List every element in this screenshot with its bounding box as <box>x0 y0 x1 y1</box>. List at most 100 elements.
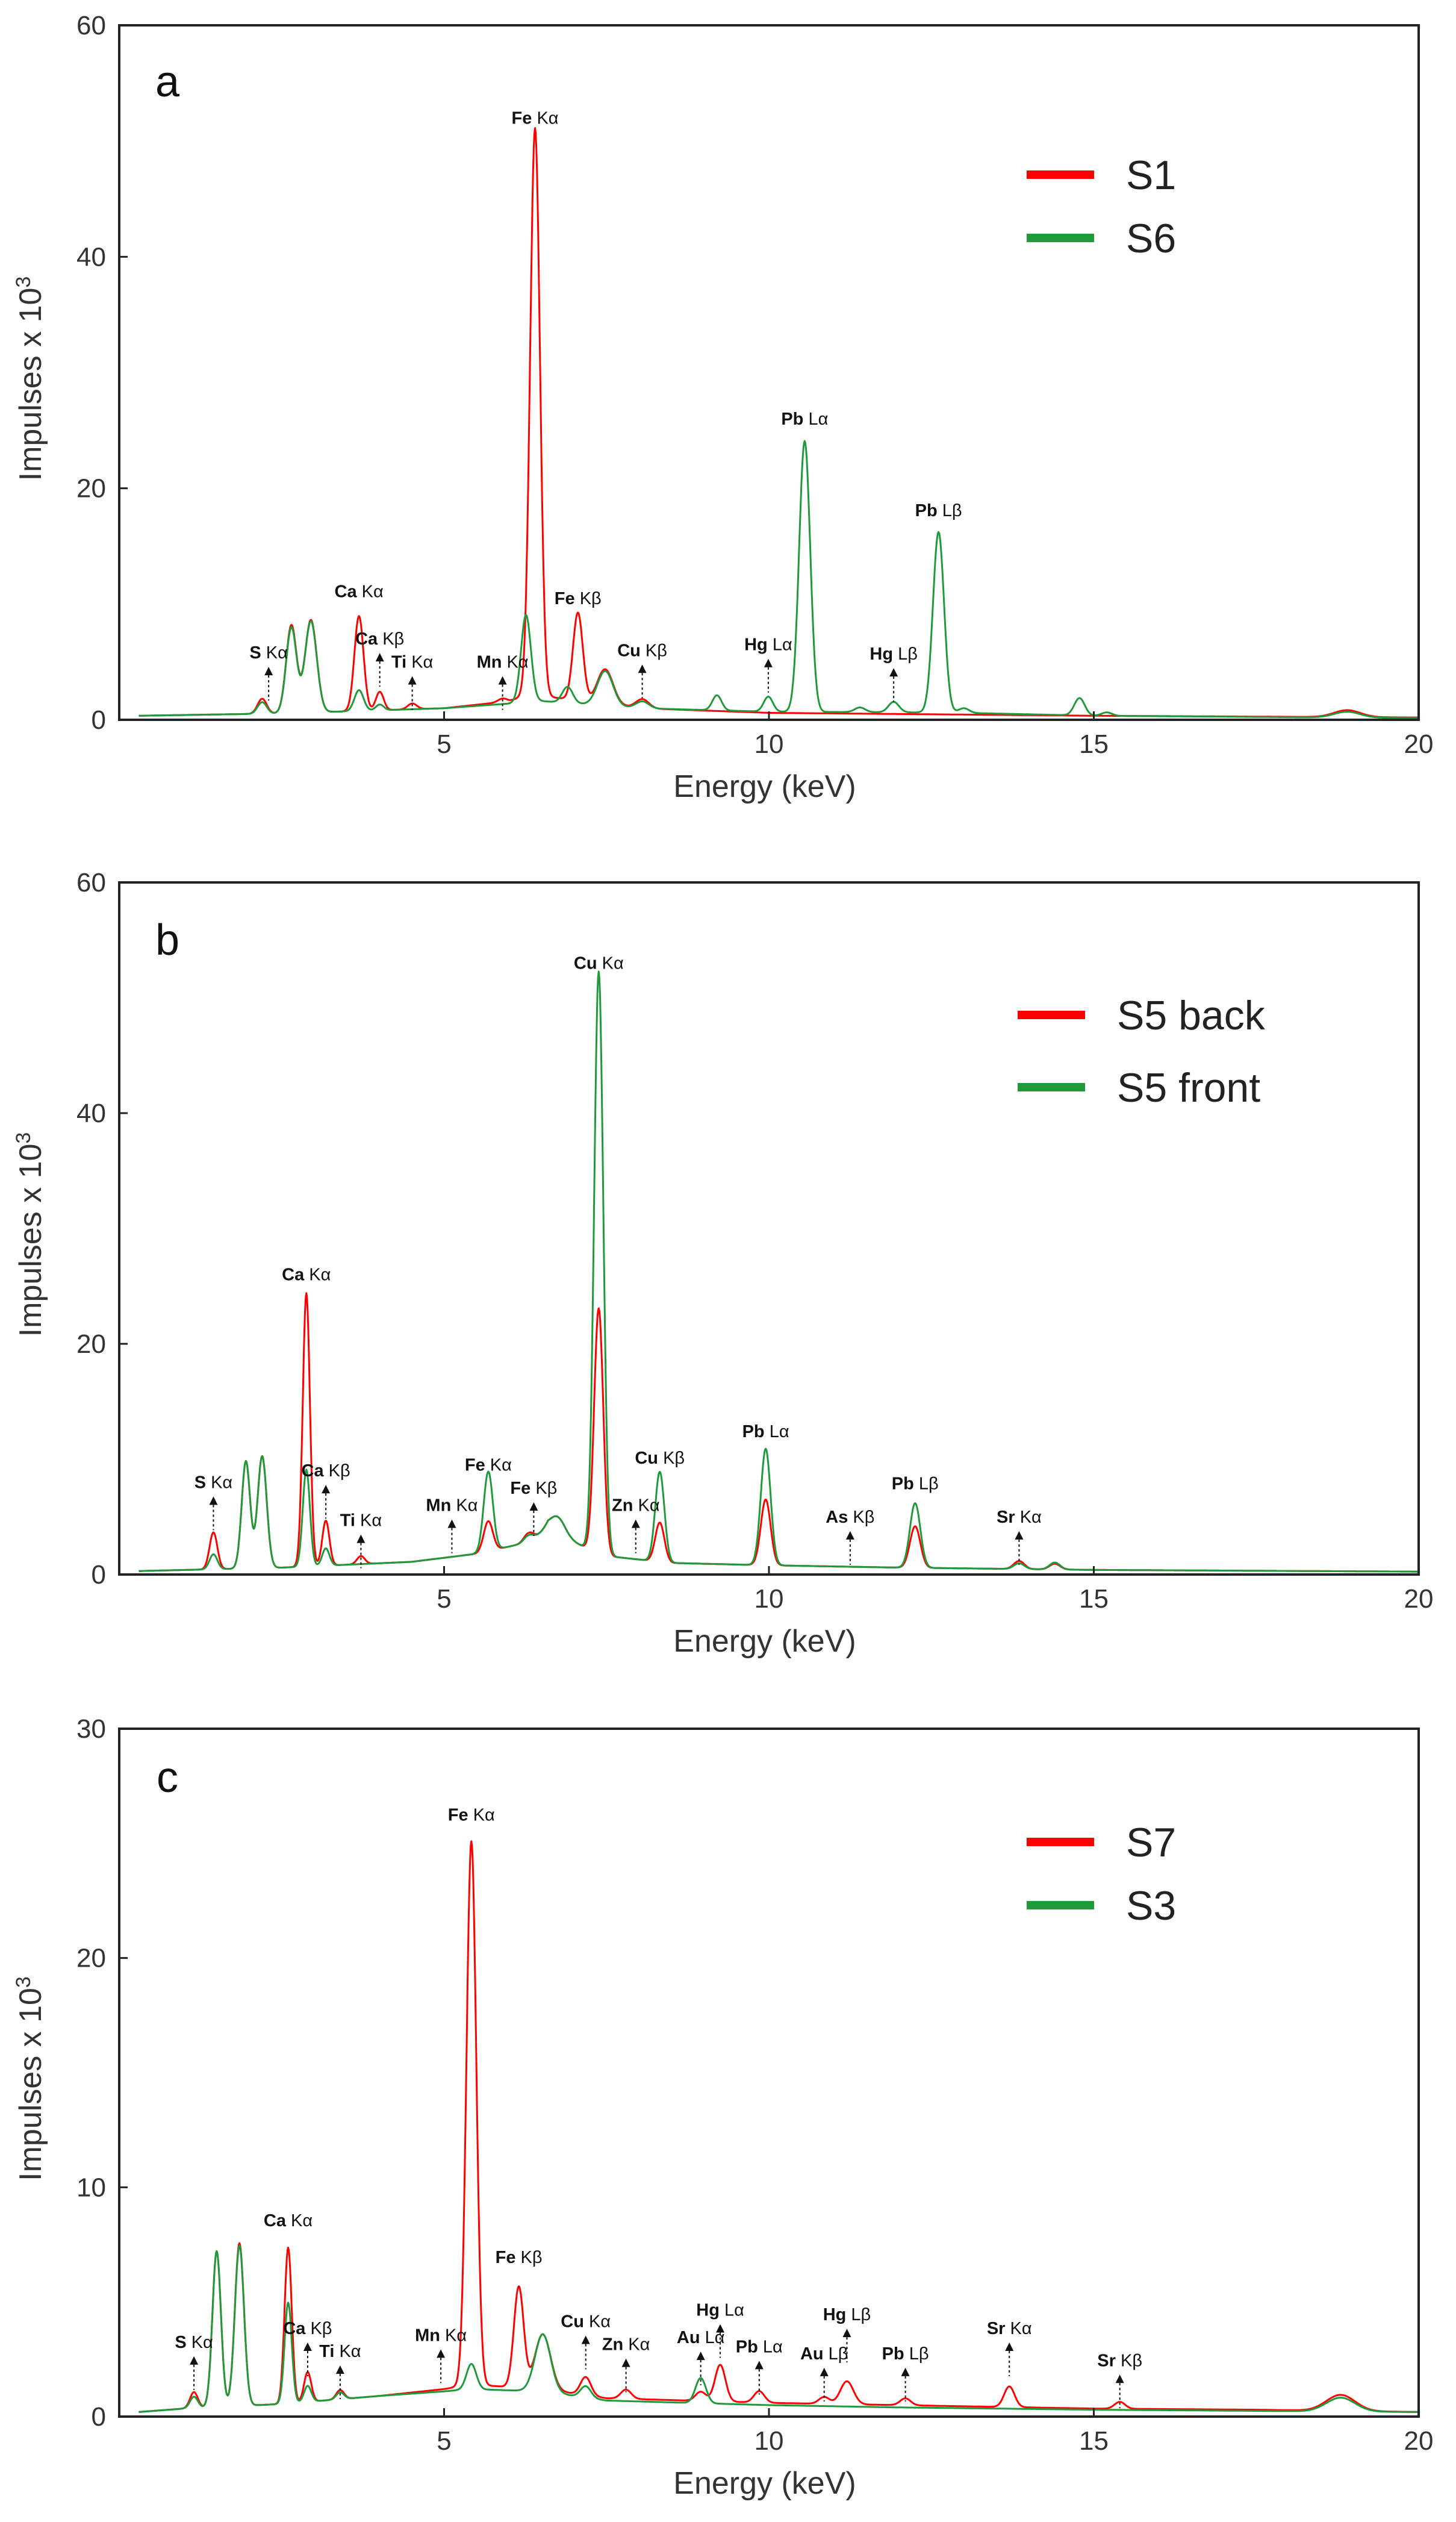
plot-frame <box>118 1728 1420 2418</box>
x-tick-label: 20 <box>1404 2426 1434 2456</box>
arrow-head <box>716 2324 725 2333</box>
peak-label: Ca Kα <box>264 2211 313 2230</box>
arrow-head <box>581 2335 590 2344</box>
peak-annotation: Cu Kβ <box>617 641 667 699</box>
series-line-s1 <box>138 127 1419 719</box>
arrow-head <box>1015 1531 1024 1540</box>
peak-label: S Kα <box>175 2333 213 2352</box>
peak-label: Mn Kα <box>477 653 529 672</box>
peak-annotation: Mn Kα <box>426 1496 478 1553</box>
arrow-head <box>335 2365 344 2374</box>
peak-annotation: Ti Kα <box>391 653 433 710</box>
peak-label: Ca Kβ <box>283 2319 332 2338</box>
chart-panel-c: 5 10 15 20 0 10 20 30 Energy (keV) Impulses x 103… <box>12 1714 1433 2501</box>
peak-annotation: Fe Kα <box>448 1805 495 1824</box>
peak-label: As Kβ <box>826 1508 874 1527</box>
legend: S5 back S5 front <box>1018 993 1266 1111</box>
peak-label: Fe Kβ <box>510 1479 557 1498</box>
arrow-head <box>264 667 273 676</box>
peak-annotation: Cu Kα <box>574 954 624 973</box>
arrow-head <box>303 2342 312 2351</box>
peak-annotation: Cu Kβ <box>635 1449 685 1468</box>
peak-label: Sr Kα <box>997 1508 1042 1527</box>
y-tick-label: 10 <box>76 2173 106 2202</box>
arrow-head <box>754 2361 764 2370</box>
legend-label: S7 <box>1126 1820 1176 1865</box>
peak-label: Cu Kβ <box>617 641 667 660</box>
peak-annotation: Au Lβ <box>800 2344 848 2402</box>
peak-annotation: Hg Lβ <box>870 645 918 702</box>
peak-annotation: Sr Kα <box>997 1508 1042 1565</box>
y-tick-label: 20 <box>76 1329 106 1359</box>
arrow-head <box>1005 2342 1014 2351</box>
peak-annotation: Ca Kβ <box>355 629 404 687</box>
peak-label: Sr Kβ <box>1097 2351 1142 2370</box>
peak-label: Cu Kβ <box>635 1449 685 1468</box>
legend-label: S3 <box>1126 1883 1176 1929</box>
arrow-head <box>621 2358 630 2367</box>
arrow-head <box>408 676 417 685</box>
peak-annotation: Ca Kβ <box>283 2319 332 2376</box>
x-tick-label: 5 <box>437 2426 451 2456</box>
peak-label: Pb Lα <box>736 2337 783 2356</box>
arrow-head <box>529 1502 538 1511</box>
peak-label: Zn Kα <box>612 1496 660 1515</box>
arrow-head <box>447 1519 456 1528</box>
series-line-s3 <box>138 2244 1419 2413</box>
peak-label: S Kα <box>194 1473 233 1492</box>
arrow-head <box>356 1534 366 1543</box>
x-tick-label: 5 <box>437 729 451 759</box>
series-line-s5-front <box>138 970 1419 1573</box>
x-axis-title: Energy (keV) <box>673 2466 856 2501</box>
panel-letter: a <box>155 58 180 106</box>
legend-label: S1 <box>1126 152 1176 198</box>
x-axis-title: Energy (keV) <box>673 1624 856 1659</box>
peak-annotation: Ca Kα <box>264 2211 313 2230</box>
peak-label: Fe Kα <box>465 1456 512 1475</box>
peak-annotation: Sr Kα <box>987 2319 1032 2376</box>
chart-panel-b: 5 10 15 20 0 20 40 60 Energy (keV) Impulses x 103… <box>12 868 1433 1659</box>
arrow-head <box>375 653 384 662</box>
peak-label: Hg Lα <box>744 635 792 655</box>
x-tick-label: 15 <box>1079 2426 1109 2456</box>
peak-annotation: Fe Kβ <box>555 589 602 608</box>
panel-letter: b <box>155 916 179 964</box>
x-axis-title: Energy (keV) <box>673 769 856 804</box>
peak-label: Hg Lβ <box>870 645 918 664</box>
peak-label: Fe Kα <box>448 1805 495 1824</box>
peak-annotation: Pb Lα <box>736 2337 783 2395</box>
arrow-head <box>845 1531 854 1540</box>
peak-label: Ca Kα <box>282 1266 331 1285</box>
peak-label: Fe Kβ <box>555 589 602 608</box>
peak-label: Mn Kα <box>426 1496 478 1515</box>
x-tick-label: 20 <box>1404 1584 1434 1614</box>
arrow-head <box>820 2367 829 2376</box>
peak-annotation: S Kα <box>175 2333 213 2390</box>
peak-label: Pb Lβ <box>915 501 962 520</box>
arrow-head <box>901 2367 910 2376</box>
y-tick-label: 20 <box>76 474 106 504</box>
peak-annotation: Pb Lα <box>742 1422 789 1441</box>
arrow-head <box>322 1485 331 1494</box>
arrow-head <box>764 658 773 667</box>
peak-label: Ti Kα <box>340 1511 382 1531</box>
y-tick-label: 40 <box>76 242 106 272</box>
legend-label: S5 back <box>1117 993 1266 1038</box>
peak-annotation: Hg Lα <box>744 635 792 693</box>
peak-label: Zn Kα <box>602 2335 650 2355</box>
peak-label: Ca Kα <box>335 582 384 601</box>
peak-annotation: Hg Lβ <box>823 2305 871 2363</box>
peak-label: Hg Lα <box>696 2301 744 2320</box>
peak-annotation: Zn Kα <box>602 2335 650 2392</box>
peak-annotation: Pb Lβ <box>915 501 962 520</box>
chart-panel-a: 5 10 15 20 0 20 40 60 Energy (keV) Impulses x 103… <box>12 11 1433 804</box>
peak-label: Ti Kα <box>391 653 433 672</box>
x-tick-label: 10 <box>754 2426 784 2456</box>
peak-annotation: Au Lα <box>677 2328 725 2386</box>
peak-label: Fe Kβ <box>496 2248 543 2267</box>
peak-annotation: Hg Lα <box>696 2301 744 2358</box>
peak-annotation: Ca Kα <box>335 582 384 601</box>
x-tick-label: 10 <box>754 1584 784 1614</box>
peak-label: Ti Kα <box>319 2342 361 2361</box>
